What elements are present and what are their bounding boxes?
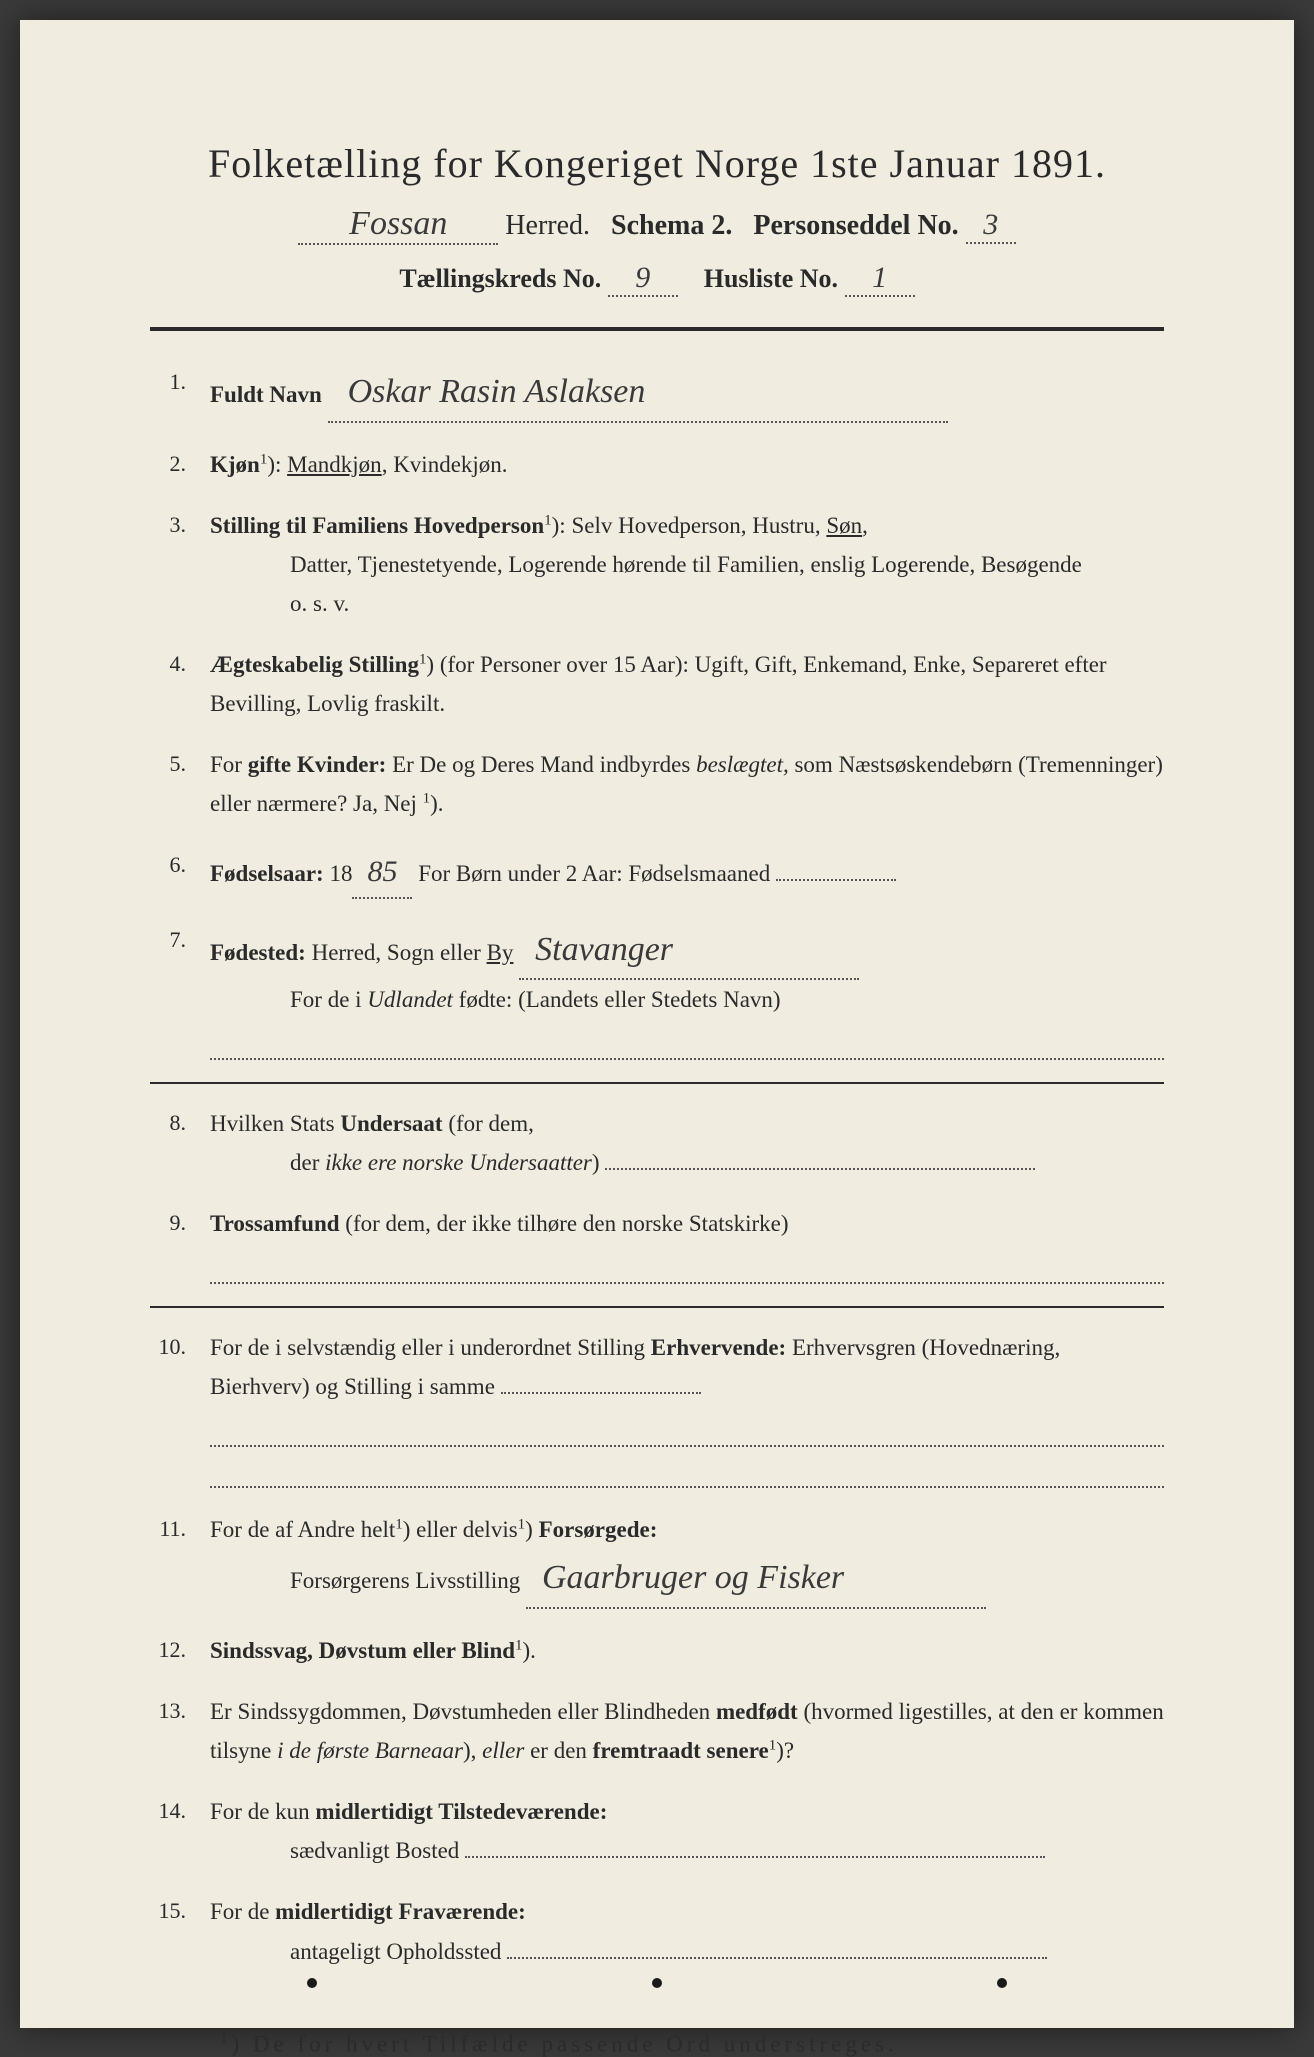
item-8: 8. Hvilken Stats Undersaat (for dem, der… [150,1104,1164,1182]
footnote: 1) De for hvert Tilfælde passende Ord un… [150,2031,1164,2057]
personseddel-label: Personseddel No. [753,210,958,241]
item-7: 7. Fødested: Herred, Sogn eller By Stava… [150,921,1164,1061]
dot [307,1978,317,1988]
divider-top [150,327,1164,331]
q14-fill [465,1856,1045,1858]
item-num: 5. [150,745,210,823]
q8-fill [605,1168,1035,1170]
item-15: 15. For de midlertidigt Fraværende: anta… [150,1892,1164,1970]
label-stilling: Stilling til Familiens Hovedperson [210,513,544,538]
item-6: 6. Fødselsaar: 1885 For Børn under 2 Aar… [150,846,1164,899]
schema-label: Schema 2. [611,210,732,241]
item-5: 5. For gifte Kvinder: Er De og Deres Man… [150,745,1164,823]
q15-fill [507,1957,1047,1959]
label-sindssvag: Sindssvag, Døvstum eller Blind [210,1638,515,1663]
herred-label: Herred. [505,210,590,241]
opt-mandkjon: Mandkjøn [287,452,382,477]
item-num: 2. [150,445,210,484]
tkr-no: 9 [635,261,650,295]
label-fodested: Fødested: [210,940,306,965]
herred-value: Fossan [349,205,447,243]
item-num: 15. [150,1892,210,1970]
label-kjon: Kjøn [210,452,260,477]
value-fodested: Stavanger [535,921,673,979]
q11-line2: Forsørgerens Livsstilling [210,1561,520,1600]
item-num: 14. [150,1792,210,1870]
q9-blank [210,1248,1164,1285]
item-num: 9. [150,1204,210,1284]
q10-blank-1 [210,1411,1164,1448]
item-num: 4. [150,645,210,723]
value-fuldt-navn: Oskar Rasin Aslaksen [348,363,646,421]
husliste-no: 1 [872,261,887,295]
item-1: 1. Fuldt Navn Oskar Rasin Aslaksen [150,363,1164,423]
fodselsmaaned-fill [776,879,896,881]
q7-blank-line [210,1023,1164,1060]
item-10: 10. For de i selvstændig eller i underor… [150,1328,1164,1488]
value-year: 85 [367,846,397,897]
item-num: 3. [150,506,210,623]
item-num: 8. [150,1104,210,1182]
label-trossamfund: Trossamfund [210,1211,340,1236]
q3-line2: Datter, Tjenestetyende, Logerende hørend… [210,545,1164,584]
label-gifte-kvinder: gifte Kvinder: [248,752,387,777]
opt-son: Søn [826,513,862,538]
item-num: 11. [150,1510,210,1609]
item-12: 12. Sindssvag, Døvstum eller Blind1). [150,1631,1164,1670]
personseddel-no: 3 [983,208,998,242]
husliste-label: Husliste No. [704,264,838,293]
header-row-2: Tællingskreds No. 9 Husliste No. 1 [150,261,1164,297]
binding-dots [20,1978,1294,1988]
census-form-page: Folketælling for Kongeriget Norge 1ste J… [20,20,1294,2028]
divider-mid-2 [150,1306,1164,1308]
header-row-1: Fossan Herred. Schema 2. Personseddel No… [150,205,1164,245]
page-title: Folketælling for Kongeriget Norge 1ste J… [150,140,1164,187]
item-2: 2. Kjøn1): Mandkjøn, Kvindekjøn. [150,445,1164,484]
q14-line2: sædvanligt Bosted [210,1831,459,1870]
item-num: 7. [150,921,210,1061]
item-num: 12. [150,1631,210,1670]
item-num: 13. [150,1692,210,1770]
item-9: 9. Trossamfund (for dem, der ikke tilhør… [150,1204,1164,1284]
item-num: 10. [150,1328,210,1488]
divider-mid-1 [150,1082,1164,1084]
label-fodselsaar: Fødselsaar: [210,861,324,886]
dot [997,1978,1007,1988]
item-num: 1. [150,363,210,423]
item-num: 6. [150,846,210,899]
dot [652,1978,662,1988]
tkr-label: Tællingskreds No. [399,264,601,293]
item-11: 11. For de af Andre helt1) eller delvis1… [150,1510,1164,1609]
value-livsstilling: Gaarbruger og Fisker [542,1549,844,1607]
item-14: 14. For de kun midlertidigt Tilstedevære… [150,1792,1164,1870]
q15-line2: antageligt Opholdssted [210,1932,501,1971]
label-aegteskab: Ægteskabelig Stilling [210,652,419,677]
q3-line3: o. s. v. [210,584,1164,623]
item-13: 13. Er Sindssygdommen, Døvstumheden elle… [150,1692,1164,1770]
q10-blank-2 [210,1451,1164,1488]
label-fuldt-navn: Fuldt Navn [210,382,322,407]
item-4: 4. Ægteskabelig Stilling1) (for Personer… [150,645,1164,723]
item-3: 3. Stilling til Familiens Hovedperson1):… [150,506,1164,623]
